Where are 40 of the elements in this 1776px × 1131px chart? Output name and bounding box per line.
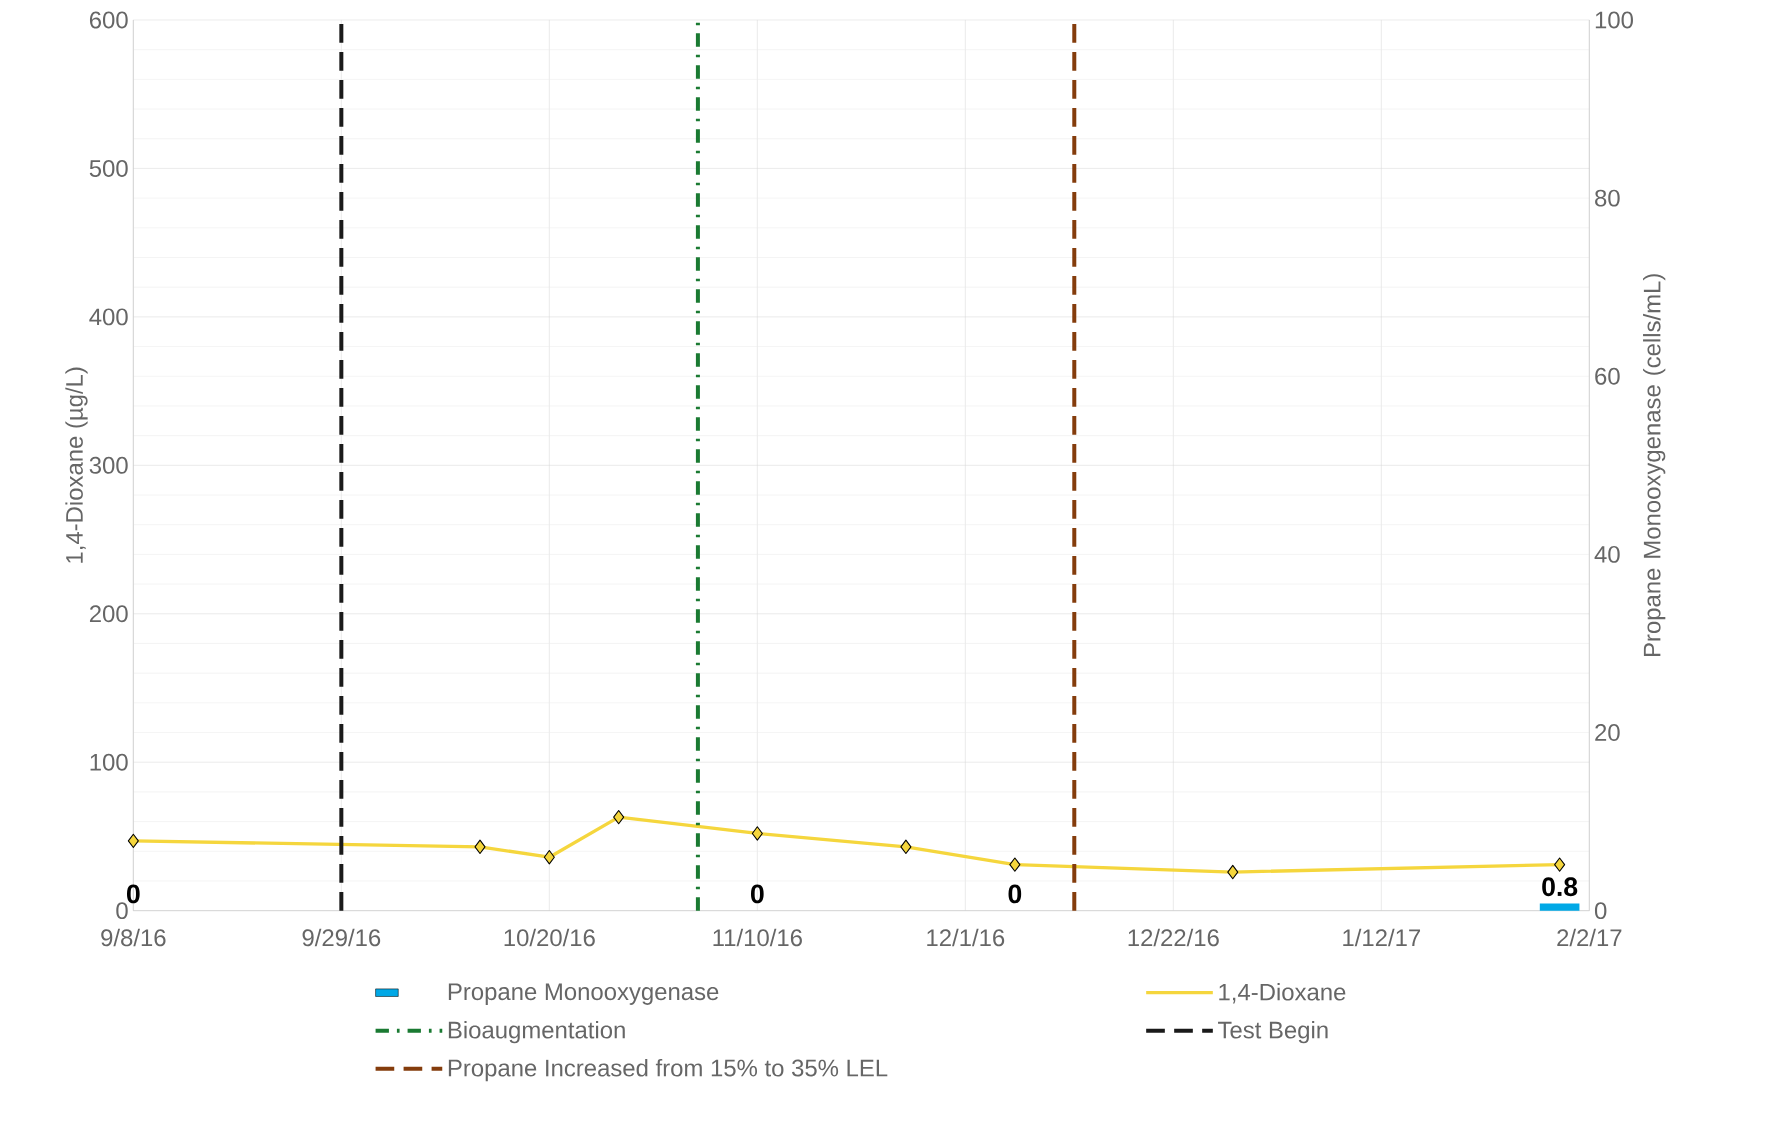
y2-tick-label: 100 xyxy=(1595,11,1633,29)
y2-tick-label: 80 xyxy=(1595,189,1620,207)
y2-tick-label: 0 xyxy=(1594,902,1607,920)
x-tick-label: 10/20/16 xyxy=(504,928,595,947)
legend-label: Propane Increased from 15% to 35% LEL xyxy=(448,1059,888,1082)
point xyxy=(543,850,555,865)
y-tick-label: 500 xyxy=(89,160,128,178)
legend-label: Bioaugmentation xyxy=(448,1021,625,1044)
data-label: 0.8 xyxy=(1542,877,1578,897)
legend-label: Propane Monooxygenase xyxy=(448,983,719,1006)
x-tick-label: 1/12/17 xyxy=(1343,928,1421,947)
y-tick-label: 400 xyxy=(89,308,128,326)
point xyxy=(900,839,912,855)
point xyxy=(1009,857,1021,873)
x-tick-label: 12/1/16 xyxy=(927,928,1005,947)
point xyxy=(751,826,763,841)
point xyxy=(613,810,625,825)
x-tick-label: 9/29/16 xyxy=(302,928,381,947)
y-tick-label: 300 xyxy=(89,457,128,474)
y-axis-title: 1,4-Dioxane (µg/L) xyxy=(65,367,88,563)
y2-tick-label: 40 xyxy=(1594,546,1620,564)
x-tick-label: 12/22/16 xyxy=(1128,928,1219,947)
legend-label: Test Begin xyxy=(1218,1021,1328,1044)
data-label: 0 xyxy=(1008,884,1022,904)
data-label: 0 xyxy=(750,884,764,904)
point xyxy=(474,839,486,855)
x-tick-label: 9/8/16 xyxy=(101,928,166,947)
point xyxy=(1227,865,1239,880)
point xyxy=(1554,857,1566,873)
x-tick-label: 11/10/16 xyxy=(713,928,802,947)
legend-label: 1,4-Dioxane xyxy=(1219,983,1346,1004)
y-tick-label: 100 xyxy=(90,753,128,771)
y2-axis-title: Propane Monooxygenase (cells/mL) xyxy=(1643,274,1666,657)
y-tick-label: 600 xyxy=(89,11,128,29)
y2-tick-label: 60 xyxy=(1595,367,1620,385)
point xyxy=(127,833,139,849)
x-tick-label: 2/2/17 xyxy=(1557,928,1622,947)
y-tick-label: 200 xyxy=(89,605,128,623)
y-tick-label: 0 xyxy=(116,902,128,920)
y2-tick-label: 20 xyxy=(1595,724,1620,742)
